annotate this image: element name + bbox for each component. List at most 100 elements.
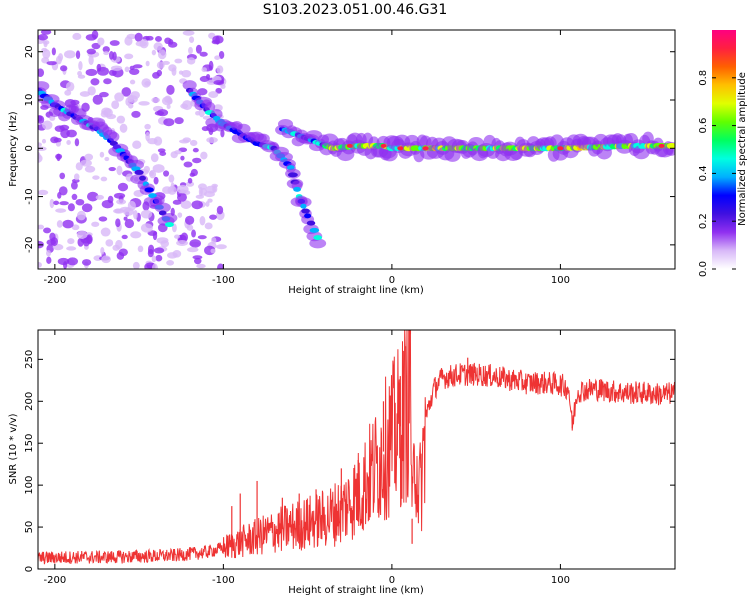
spectrogram-cell (59, 201, 69, 206)
spectrogram-cell (75, 198, 85, 206)
spectrogram-cell (156, 61, 165, 69)
spectrogram-cell (217, 263, 224, 269)
spectrogram-cell (72, 32, 82, 41)
spectrogram-cell (155, 254, 163, 262)
spectrogram-cell (99, 151, 105, 158)
spectrogram-cell (38, 262, 42, 268)
spectrogram-cell (38, 34, 49, 41)
spectrogram-cell (109, 40, 120, 46)
spectrogram-cell (101, 255, 111, 264)
spectrogram-cell (180, 103, 189, 109)
snr-y-tick-label: 150 (24, 434, 35, 453)
colorbar-tick-label: 0.2 (698, 213, 709, 229)
spectrogram-cell (151, 49, 157, 56)
spectrogram-cell (205, 201, 210, 207)
snr-x-tick-label: -100 (212, 575, 235, 586)
spectrogram-cell (42, 40, 50, 45)
spectrogram-cell (188, 46, 193, 55)
colorbar-gradient (712, 30, 736, 269)
spectrogram-cell (166, 104, 171, 110)
spectrogram-cell (168, 41, 178, 48)
spectrogram-cell (105, 239, 114, 247)
spectrogram-cell (129, 79, 136, 85)
spectrogram-cell (145, 35, 154, 41)
spectrogram-cell (76, 210, 86, 221)
spectrogram-cell (236, 123, 251, 134)
spectrogram-cell (53, 137, 62, 143)
spectrogram-cell (306, 220, 316, 226)
spectrogram-cell (116, 199, 127, 205)
spectrogram-peak (422, 146, 429, 151)
spectrogram-cell (170, 182, 175, 192)
spectrogram-cell (87, 191, 99, 202)
spectrogram-cell (220, 129, 225, 138)
spectrogram-cell (206, 136, 218, 144)
spectrogram-cell (301, 208, 310, 214)
spectrogram-cell (100, 247, 105, 255)
snr-x-tick-label: 0 (389, 575, 395, 586)
spectrogram-cell (117, 182, 129, 192)
spectrogram-cell (172, 249, 182, 258)
spectrogram-cell (131, 110, 141, 118)
spectrogram-cell (96, 63, 102, 72)
spectrogram-cell (143, 165, 150, 173)
spectrogram-cell (216, 65, 224, 74)
spectrogram-cell (91, 42, 101, 50)
spectrogram-cell (204, 101, 216, 112)
spectrogram-cell (211, 237, 217, 244)
spectrogram-x-tick-label: -100 (212, 275, 235, 286)
spectrogram-cell (63, 50, 76, 59)
spectrogram-cell (192, 255, 203, 260)
spectrogram-cell (92, 94, 103, 105)
spectrogram-cell (154, 202, 171, 213)
snr-y-axis-label: SNR (10 * v/v) (8, 413, 19, 484)
snr-y-tick-label: 100 (24, 476, 35, 495)
spectrogram-cell (160, 240, 170, 248)
spectrogram-cell (153, 176, 159, 185)
spectrogram-cell (189, 172, 196, 177)
spectrogram-cell (71, 224, 80, 231)
spectrogram-x-tick-label: 100 (551, 275, 570, 286)
spectrogram-cell (162, 186, 173, 194)
spectrogram-cell (114, 92, 125, 102)
spectrogram-cell (200, 151, 208, 160)
spectrogram-cell (42, 120, 53, 130)
spectrogram-cell (101, 199, 114, 209)
spectrogram-cell (197, 88, 208, 96)
spectrogram-cell (82, 237, 90, 247)
spectrogram-cell (313, 235, 323, 241)
colorbar-tick-label: 0.6 (698, 118, 709, 134)
spectrogram-cell (132, 140, 142, 150)
spectrogram-x-tick-label: 0 (389, 275, 395, 286)
spectrogram-cell (56, 153, 61, 162)
spectrogram-cell (134, 169, 144, 175)
spectrogram-cell (151, 97, 160, 103)
spectrogram-cell (40, 30, 52, 35)
spectrogram-cell (90, 78, 100, 86)
spectrogram-cell (220, 84, 226, 89)
spectrogram-cell (182, 80, 197, 91)
spectrogram-cell (177, 212, 183, 218)
spectrogram-cell (148, 193, 157, 199)
spectrogram-cell (124, 218, 135, 229)
spectrogram-cell (98, 216, 108, 222)
spectrogram-cell (91, 30, 99, 40)
spectrogram-cell (38, 189, 49, 196)
spectrogram-y-axis-label: Frequency (Hz) (8, 111, 19, 187)
spectrogram-cell (139, 38, 149, 49)
spectrogram-cell (153, 42, 163, 51)
spectrogram-cell (108, 51, 114, 60)
spectrogram-cell (105, 113, 117, 120)
spectrogram-cell (182, 137, 192, 143)
spectrogram-cell (165, 222, 174, 228)
spectrogram-cell (215, 244, 227, 250)
spectrogram-cell (151, 255, 157, 263)
spectrogram-cell (176, 184, 189, 194)
spectrogram-cell (104, 156, 110, 162)
spectrogram-cell (176, 239, 189, 246)
spectrogram-peak (397, 146, 404, 151)
spectrogram-cell (78, 60, 83, 71)
spectrogram-cell (41, 57, 50, 64)
